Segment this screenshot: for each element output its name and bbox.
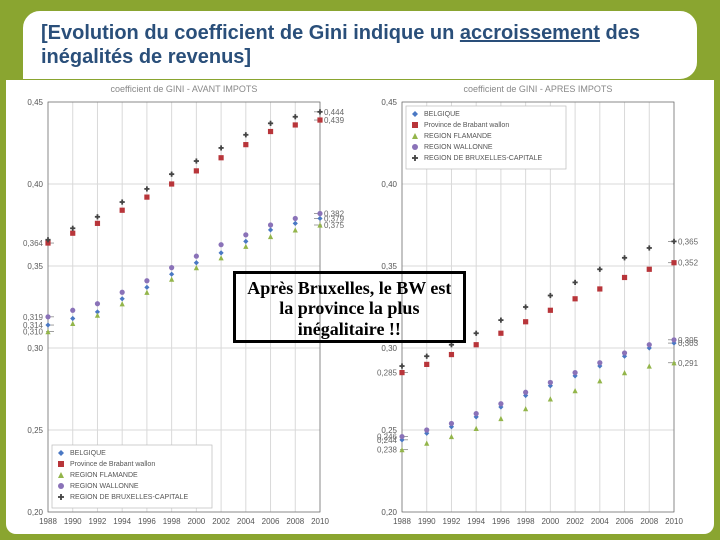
callout-box: Après Bruxelles, le BW est la province l… bbox=[233, 271, 467, 344]
svg-text:0,364: 0,364 bbox=[23, 239, 44, 248]
svg-text:0,244: 0,244 bbox=[377, 436, 398, 445]
svg-text:0,439: 0,439 bbox=[324, 116, 345, 125]
callout-text: Après Bruxelles, le BW est la province l… bbox=[247, 278, 451, 339]
svg-text:1994: 1994 bbox=[467, 517, 485, 526]
svg-text:0,45: 0,45 bbox=[381, 98, 397, 107]
svg-text:0,35: 0,35 bbox=[381, 262, 397, 271]
svg-text:1990: 1990 bbox=[64, 517, 82, 526]
svg-text:REGION FLAMANDE: REGION FLAMANDE bbox=[424, 133, 492, 140]
svg-text:0,310: 0,310 bbox=[23, 328, 44, 337]
svg-text:2004: 2004 bbox=[591, 517, 609, 526]
svg-text:2008: 2008 bbox=[286, 517, 304, 526]
svg-text:BELGIQUE: BELGIQUE bbox=[70, 450, 106, 457]
svg-text:0,20: 0,20 bbox=[27, 508, 43, 517]
svg-text:2002: 2002 bbox=[566, 517, 584, 526]
svg-text:2004: 2004 bbox=[237, 517, 255, 526]
svg-text:2006: 2006 bbox=[262, 517, 280, 526]
content-area: coefficient de GINI - AVANT IMPOTS 0,20 0,… bbox=[6, 80, 714, 534]
title-box: [Evolution du coefficient de Gini indiqu… bbox=[20, 8, 700, 82]
svg-text:REGION FLAMANDE: REGION FLAMANDE bbox=[70, 472, 138, 479]
svg-text:0,375: 0,375 bbox=[324, 221, 345, 230]
svg-text:REGION DE BRUXELLES-CAPITALE: REGION DE BRUXELLES-CAPITALE bbox=[424, 155, 542, 162]
svg-text:0,40: 0,40 bbox=[27, 180, 43, 189]
svg-text:1988: 1988 bbox=[39, 517, 57, 526]
svg-text:0,20: 0,20 bbox=[381, 508, 397, 517]
svg-text:Province de Brabant wallon: Province de Brabant wallon bbox=[70, 461, 155, 468]
svg-text:1988: 1988 bbox=[393, 517, 411, 526]
svg-text:0,45: 0,45 bbox=[27, 98, 43, 107]
svg-text:0,30: 0,30 bbox=[381, 344, 397, 353]
svg-text:1992: 1992 bbox=[443, 517, 461, 526]
svg-text:2010: 2010 bbox=[311, 517, 329, 526]
svg-text:2000: 2000 bbox=[187, 517, 205, 526]
slide-root: [Evolution du coefficient de Gini indiqu… bbox=[0, 0, 720, 540]
title-pre: [Evolution du coefficient de Gini indiqu… bbox=[41, 22, 460, 44]
title-underlined: accroissement bbox=[460, 22, 600, 44]
svg-text:1996: 1996 bbox=[138, 517, 156, 526]
svg-text:2006: 2006 bbox=[616, 517, 634, 526]
svg-text:0,40: 0,40 bbox=[381, 180, 397, 189]
svg-text:REGION WALLONNE: REGION WALLONNE bbox=[70, 483, 139, 490]
svg-text:0,238: 0,238 bbox=[377, 446, 398, 455]
svg-text:2000: 2000 bbox=[541, 517, 559, 526]
svg-text:0,303: 0,303 bbox=[678, 339, 699, 348]
svg-text:1998: 1998 bbox=[163, 517, 181, 526]
svg-text:0,25: 0,25 bbox=[27, 426, 43, 435]
svg-text:1990: 1990 bbox=[418, 517, 436, 526]
svg-text:2008: 2008 bbox=[640, 517, 658, 526]
svg-text:0,352: 0,352 bbox=[678, 259, 699, 268]
svg-text:REGION WALLONNE: REGION WALLONNE bbox=[424, 144, 493, 151]
svg-text:0,35: 0,35 bbox=[27, 262, 43, 271]
slide-title: [Evolution du coefficient de Gini indiqu… bbox=[41, 21, 679, 69]
svg-text:BELGIQUE: BELGIQUE bbox=[424, 111, 460, 118]
svg-text:2002: 2002 bbox=[212, 517, 230, 526]
svg-text:0,291: 0,291 bbox=[678, 359, 699, 368]
svg-text:1992: 1992 bbox=[89, 517, 107, 526]
svg-text:0,365: 0,365 bbox=[678, 237, 699, 246]
svg-text:coefficient de GINI - APRES IM: coefficient de GINI - APRES IMPOTS bbox=[464, 84, 613, 94]
svg-text:REGION DE BRUXELLES-CAPITALE: REGION DE BRUXELLES-CAPITALE bbox=[70, 494, 188, 501]
svg-text:coefficient de GINI - AVANT IM: coefficient de GINI - AVANT IMPOTS bbox=[111, 84, 258, 94]
svg-text:0,285: 0,285 bbox=[377, 369, 398, 378]
svg-text:1998: 1998 bbox=[517, 517, 535, 526]
svg-text:1996: 1996 bbox=[492, 517, 510, 526]
svg-text:1994: 1994 bbox=[113, 517, 131, 526]
svg-text:Province de Brabant wallon: Province de Brabant wallon bbox=[424, 122, 509, 129]
svg-text:0,30: 0,30 bbox=[27, 344, 43, 353]
svg-text:2010: 2010 bbox=[665, 517, 683, 526]
